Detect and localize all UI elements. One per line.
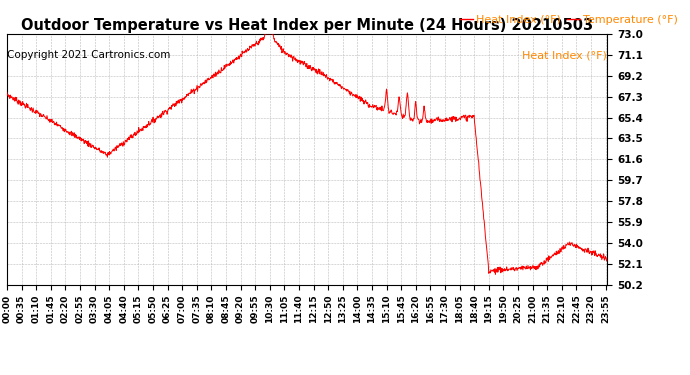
Title: Outdoor Temperature vs Heat Index per Minute (24 Hours) 20210503: Outdoor Temperature vs Heat Index per Mi… — [21, 18, 593, 33]
Text: Heat Index (°F): Heat Index (°F) — [522, 50, 607, 60]
Text: Copyright 2021 Cartronics.com: Copyright 2021 Cartronics.com — [7, 50, 170, 60]
Legend: Heat Index (°F), Temperature (°F): Heat Index (°F), Temperature (°F) — [455, 10, 682, 29]
